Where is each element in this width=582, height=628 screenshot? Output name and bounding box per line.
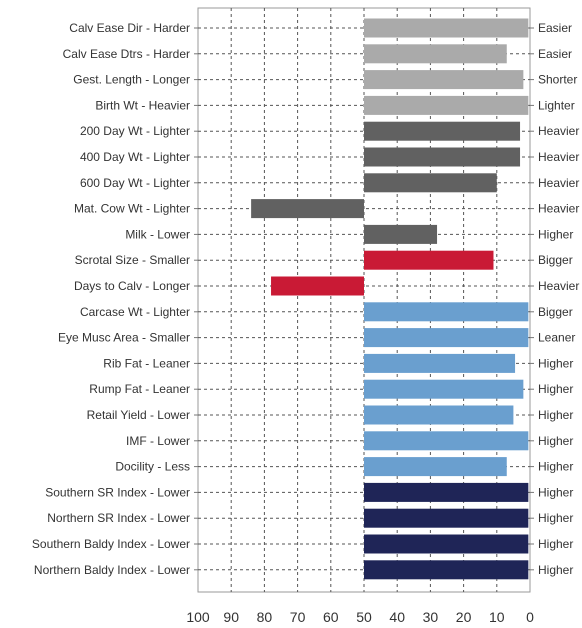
row-right-label: Higher: [538, 563, 573, 577]
bar: [364, 353, 516, 373]
row-left-label: Northern Baldy Index - Lower: [34, 563, 190, 577]
row-right-label: Higher: [538, 434, 573, 448]
row-left-label: Carcase Wt - Lighter: [80, 305, 190, 319]
row-left-label: Birth Wt - Heavier: [95, 98, 190, 112]
x-tick-label: 0: [526, 609, 534, 625]
row-left-label: Retail Yield - Lower: [87, 408, 190, 422]
row-right-label: Leaner: [538, 331, 575, 345]
bar: [364, 147, 521, 167]
row-left-label: Rib Fat - Leaner: [103, 356, 190, 370]
x-tick-label: 90: [223, 609, 239, 625]
row-right-label: Bigger: [538, 253, 573, 267]
row-left-label: Southern SR Index - Lower: [45, 485, 190, 499]
row-right-label: Higher: [538, 485, 573, 499]
row-right-label: Shorter: [538, 73, 577, 87]
row-left-label: 400 Day Wt - Lighter: [80, 150, 190, 164]
x-tick-label: 40: [389, 609, 405, 625]
bar: [364, 379, 524, 399]
row-right-label: Higher: [538, 382, 573, 396]
x-tick-label: 70: [290, 609, 306, 625]
row-right-label: Heavier: [538, 202, 579, 216]
bar: [364, 328, 529, 348]
row-right-label: Heavier: [538, 124, 579, 138]
x-tick-label: 20: [456, 609, 472, 625]
bar: [364, 95, 529, 115]
bar: [364, 18, 529, 38]
bar: [364, 250, 494, 270]
x-tick-label: 60: [323, 609, 339, 625]
row-right-label: Lighter: [538, 98, 575, 112]
bar: [364, 224, 438, 244]
bar: [364, 457, 507, 477]
x-tick-label: 50: [356, 609, 372, 625]
row-left-label: IMF - Lower: [126, 434, 190, 448]
bar: [364, 534, 529, 554]
row-left-label: Southern Baldy Index - Lower: [32, 537, 190, 551]
row-left-label: Eye Musc Area - Smaller: [58, 331, 190, 345]
row-right-label: Higher: [538, 511, 573, 525]
plot-frame: [197, 7, 531, 593]
bar: [271, 276, 364, 296]
row-left-label: 200 Day Wt - Lighter: [80, 124, 190, 138]
bar: [364, 121, 521, 141]
bar: [364, 482, 529, 502]
row-right-label: Easier: [538, 47, 572, 61]
row-right-label: Heavier: [538, 176, 579, 190]
row-left-label: Rump Fat - Leaner: [89, 382, 190, 396]
bar: [364, 431, 529, 451]
row-right-label: Heavier: [538, 150, 579, 164]
x-tick-label: 10: [489, 609, 505, 625]
row-right-label: Bigger: [538, 305, 573, 319]
row-left-label: Days to Calv - Longer: [74, 279, 190, 293]
x-tick-label: 80: [257, 609, 273, 625]
row-left-label: Mat. Cow Wt - Lighter: [74, 202, 190, 216]
x-tick-label: 100: [186, 609, 210, 625]
bar: [364, 405, 514, 425]
row-right-label: Higher: [538, 460, 573, 474]
row-left-label: Gest. Length - Longer: [73, 73, 190, 87]
row-right-label: Heavier: [538, 279, 579, 293]
row-right-label: Higher: [538, 408, 573, 422]
row-left-label: Calv Ease Dir - Harder: [69, 21, 190, 35]
bar: [364, 560, 529, 580]
x-tick-label: 30: [423, 609, 439, 625]
bar: [364, 44, 507, 64]
bar: [251, 199, 364, 219]
row-left-label: Calv Ease Dtrs - Harder: [63, 47, 190, 61]
row-left-label: Scrotal Size - Smaller: [75, 253, 190, 267]
bar: [364, 302, 529, 322]
bar: [364, 173, 497, 193]
row-right-label: Higher: [538, 356, 573, 370]
row-left-label: Docility - Less: [115, 460, 190, 474]
row-right-label: Easier: [538, 21, 572, 35]
row-left-label: 600 Day Wt - Lighter: [80, 176, 190, 190]
row-left-label: Northern SR Index - Lower: [47, 511, 190, 525]
row-right-label: Higher: [538, 537, 573, 551]
bar: [364, 508, 529, 528]
row-left-label: Milk - Lower: [125, 227, 190, 241]
row-right-label: Higher: [538, 227, 573, 241]
bar: [364, 70, 524, 90]
